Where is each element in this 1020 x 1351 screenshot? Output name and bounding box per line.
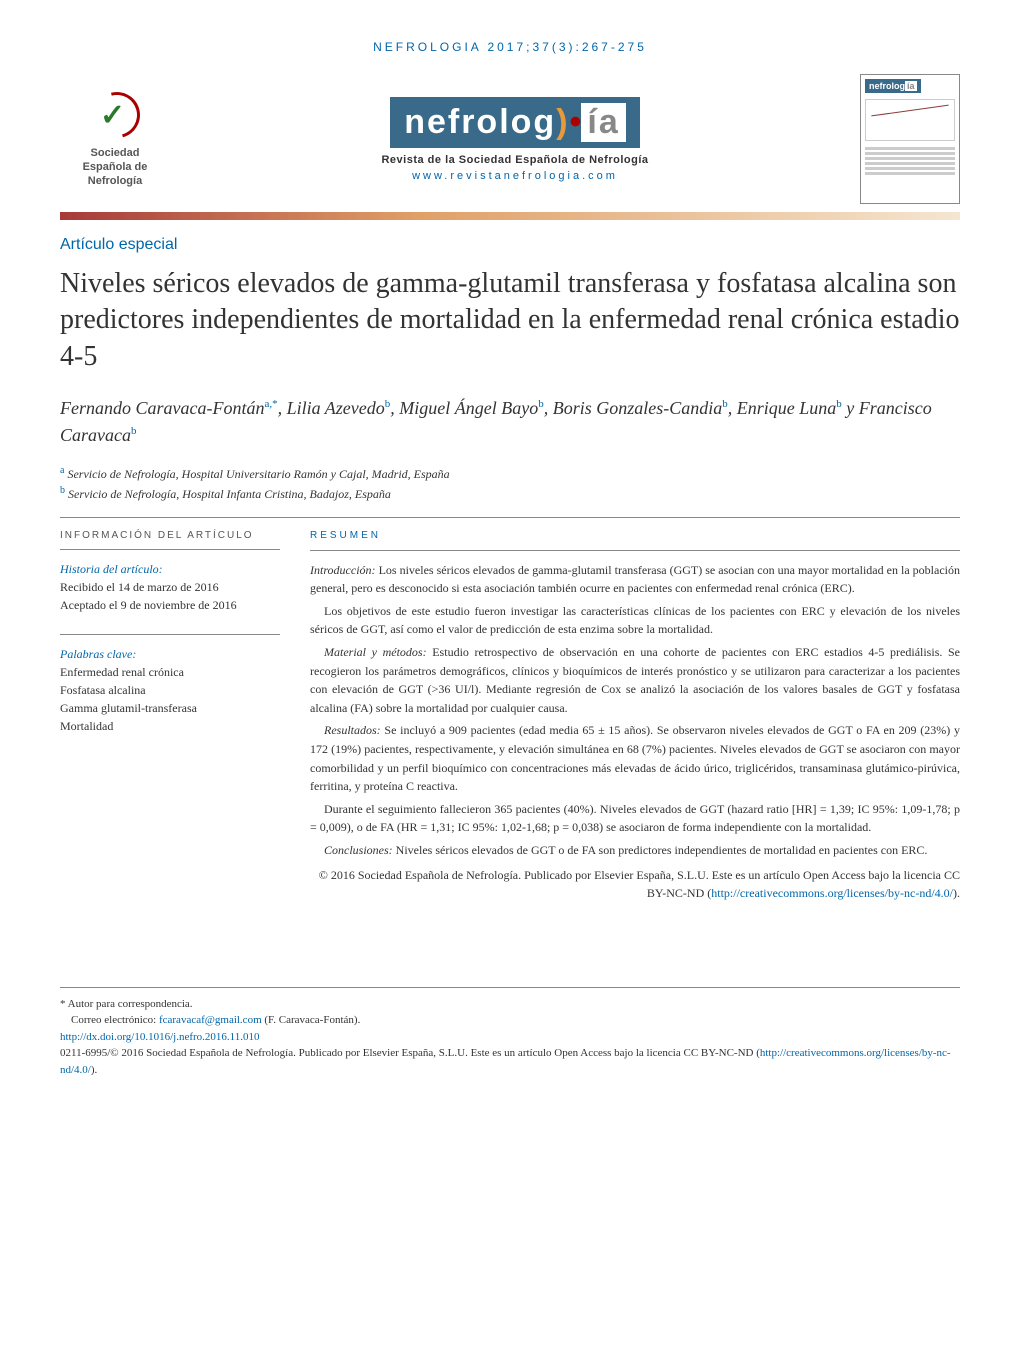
correspondence-note: * Autor para correspondencia. <box>60 996 960 1013</box>
journal-logo-box: nefrolog)•ía <box>390 97 640 148</box>
article-info-sidebar: INFORMACIÓN DEL ARTÍCULO Historia del ar… <box>60 528 280 907</box>
history-title: Historia del artículo: <box>60 560 280 578</box>
affiliations: a Servicio de Nefrología, Hospital Unive… <box>60 463 960 503</box>
keywords-title: Palabras clave: <box>60 634 280 663</box>
journal-logo-main: nefrolog <box>404 103 556 141</box>
abstract: RESUMEN Introducción: Los niveles sérico… <box>310 528 960 907</box>
journal-subtitle: Revista de la Sociedad Española de Nefro… <box>190 154 840 166</box>
society-logo: Sociedad Española de Nefrología <box>60 90 170 189</box>
keyword-item: Gamma glutamil-transferasa <box>60 699 280 717</box>
issn-close: ). <box>91 1064 97 1076</box>
keyword-item: Enfermedad renal crónica <box>60 663 280 681</box>
society-name-1: Sociedad <box>60 146 170 160</box>
citation-header: NEFROLOGIA 2017;37(3):267-275 <box>60 40 960 54</box>
banner-row: Sociedad Española de Nefrología nefrolog… <box>60 74 960 204</box>
journal-logo: nefrolog)•ía Revista de la Sociedad Espa… <box>190 97 840 182</box>
doi-link[interactable]: http://dx.doi.org/10.1016/j.nefro.2016.1… <box>60 1031 260 1043</box>
sidebar-heading: INFORMACIÓN DEL ARTÍCULO <box>60 528 280 550</box>
article-title: Niveles séricos elevados de gamma-glutam… <box>60 266 960 375</box>
gradient-divider <box>60 212 960 220</box>
journal-logo-paren: ) <box>556 103 569 141</box>
license-link[interactable]: http://creativecommons.org/licenses/by-n… <box>711 886 953 900</box>
society-name-3: Nefrología <box>60 174 170 188</box>
issn-text: 0211-6995/© 2016 Sociedad Española de Ne… <box>60 1047 760 1059</box>
journal-logo-suffix: ía <box>581 103 625 142</box>
article-type: Artículo especial <box>60 236 960 254</box>
cover-thumbnail: nefrología <box>860 74 960 204</box>
keyword-item: Fosfatasa alcalina <box>60 681 280 699</box>
keyword-item: Mortalidad <box>60 717 280 735</box>
keywords-list: Enfermedad renal crónicaFosfatasa alcali… <box>60 663 280 735</box>
accepted-date: Aceptado el 9 de noviembre de 2016 <box>60 596 280 614</box>
society-swirl-icon <box>90 90 140 140</box>
author-email-name: (F. Caravaca-Fontán). <box>262 1014 361 1026</box>
society-name-2: Española de <box>60 160 170 174</box>
correspondence-email-line: Correo electrónico: fcaravacaf@gmail.com… <box>60 1012 960 1029</box>
received-date: Recibido el 14 de marzo de 2016 <box>60 578 280 596</box>
issn-copyright: 0211-6995/© 2016 Sociedad Española de Ne… <box>60 1045 960 1078</box>
divider <box>60 517 960 518</box>
author-email[interactable]: fcaravacaf@gmail.com <box>159 1014 262 1026</box>
journal-url[interactable]: www.revistanefrologia.com <box>190 170 840 182</box>
authors-list: Fernando Caravaca-Fontána,*, Lilia Azeve… <box>60 395 960 449</box>
email-label: Correo electrónico: <box>71 1014 159 1026</box>
abstract-body: Introducción: Los niveles séricos elevad… <box>310 561 960 860</box>
footer: * Autor para correspondencia. Correo ele… <box>60 987 960 1079</box>
copyright-close: ). <box>953 886 960 900</box>
abstract-copyright: © 2016 Sociedad Española de Nefrología. … <box>310 866 960 903</box>
abstract-heading: RESUMEN <box>310 528 960 551</box>
